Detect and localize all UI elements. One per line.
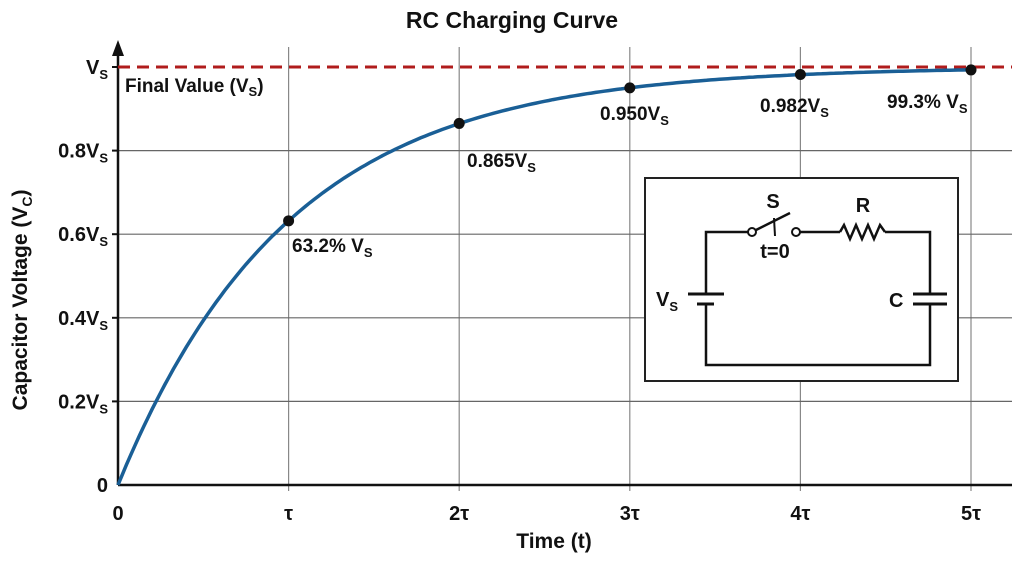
final-value-label: Final Value (VS) bbox=[125, 76, 264, 99]
data-point-label: 0.982VS bbox=[760, 96, 829, 120]
circuit-box bbox=[644, 177, 959, 382]
x-tick-labels: 0 τ 2τ 3τ 4τ 5τ bbox=[112, 503, 981, 525]
data-point-label: 63.2% VS bbox=[292, 236, 373, 260]
switch-mark bbox=[773, 217, 776, 237]
resistor-icon bbox=[838, 221, 887, 243]
switch-blade bbox=[755, 211, 791, 232]
y-axis-label: Capacitor Voltage (VC) bbox=[9, 190, 35, 411]
switch-terminal-left bbox=[747, 227, 757, 237]
chart-title: RC Charging Curve bbox=[406, 7, 618, 33]
y-tick-label: 0.6VS bbox=[58, 224, 108, 249]
x-axis-label: Time (t) bbox=[516, 530, 591, 553]
y-tick-label: 0.4VS bbox=[58, 308, 108, 333]
data-point bbox=[965, 64, 977, 76]
x-tick-label: 2τ bbox=[449, 503, 469, 525]
switch-terminal-right bbox=[791, 227, 801, 237]
source-label: VS bbox=[656, 289, 678, 314]
rc-circuit-diagram: S t=0 R VS C bbox=[644, 177, 959, 382]
y-tick-label: 0.8VS bbox=[58, 141, 108, 166]
axes bbox=[112, 40, 1012, 487]
resistor-label: R bbox=[856, 195, 871, 217]
data-point bbox=[283, 215, 295, 227]
x-tick-label: 3τ bbox=[620, 503, 640, 525]
y-axis-arrow bbox=[112, 40, 124, 56]
y-tick-label: 0 bbox=[97, 475, 108, 497]
circuit-wire bbox=[704, 230, 932, 367]
charging-curve bbox=[116, 68, 972, 486]
data-points: 63.2% VS 0.865VS 0.950VS 0.982VS 99.3% VS bbox=[283, 64, 977, 260]
y-tick-label: 0.2VS bbox=[58, 391, 108, 416]
data-point bbox=[794, 69, 806, 81]
x-tick-label: 4τ bbox=[790, 503, 810, 525]
x-tick-label: 0 bbox=[112, 503, 123, 525]
data-point-label: 0.865VS bbox=[467, 151, 536, 175]
x-tick-label: 5τ bbox=[961, 503, 981, 525]
switch-time-label: t=0 bbox=[760, 241, 789, 263]
capacitor-label: C bbox=[889, 290, 903, 312]
y-tick-labels: 0 0.2VS 0.4VS 0.6VS 0.8VS VS bbox=[58, 57, 108, 497]
x-tick-label: τ bbox=[284, 503, 293, 525]
data-point bbox=[624, 82, 636, 94]
data-point bbox=[453, 117, 465, 129]
data-point-label: 99.3% VS bbox=[887, 92, 968, 116]
switch-label: S bbox=[766, 191, 779, 213]
y-tick-label: VS bbox=[86, 57, 108, 82]
data-point-label: 0.950VS bbox=[600, 104, 669, 128]
